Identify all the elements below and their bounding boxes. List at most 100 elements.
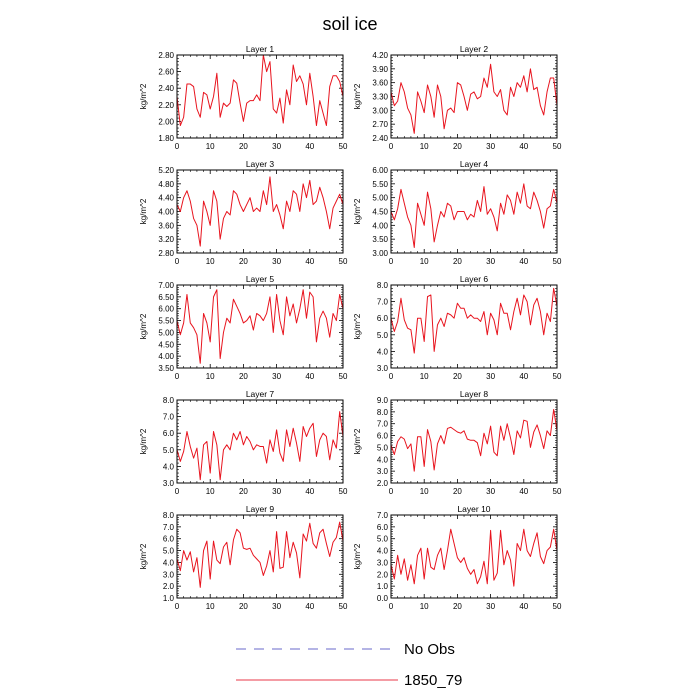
series-line-1850-79 xyxy=(390,63,558,134)
y-axis-label: kg/m^2 xyxy=(353,313,362,339)
plot-frame xyxy=(390,514,558,599)
series-line-1850-79 xyxy=(176,521,344,588)
plot-frame xyxy=(390,284,558,369)
y-tick-label: 7.0 xyxy=(377,298,389,307)
panel-layer-2: Layer 2 kg/m^2 2.40 2.70 3.00 3.30 3.60 3.90 4.2… xyxy=(353,44,562,151)
panel-title: Layer 10 xyxy=(457,504,490,514)
y-tick-label: 4.0 xyxy=(377,347,389,356)
panel-title: Layer 1 xyxy=(246,44,275,54)
x-tick-label: 40 xyxy=(519,487,528,496)
y-tick-label: 3.90 xyxy=(372,65,388,74)
y-tick-label: 7.0 xyxy=(163,413,175,422)
x-tick-label: 20 xyxy=(453,372,462,381)
x-tick-label: 0 xyxy=(175,602,180,611)
x-tick-label: 10 xyxy=(206,602,215,611)
y-tick-label: 4.0 xyxy=(377,547,389,556)
y-tick-label: 8.0 xyxy=(163,396,175,405)
y-axis-label: kg/m^2 xyxy=(139,83,148,109)
x-tick-label: 30 xyxy=(272,142,281,151)
x-tick-label: 20 xyxy=(239,487,248,496)
y-tick-label: 3.0 xyxy=(163,479,175,488)
x-tick-label: 40 xyxy=(519,372,528,381)
panel-title: Layer 5 xyxy=(246,274,275,284)
y-tick-label: 3.0 xyxy=(377,558,389,567)
x-tick-label: 30 xyxy=(486,487,495,496)
plot-frame xyxy=(176,399,344,484)
series-line-1850-79 xyxy=(390,183,558,248)
x-tick-label: 30 xyxy=(272,602,281,611)
x-tick-label: 20 xyxy=(453,257,462,266)
y-tick-label: 8.0 xyxy=(377,281,389,290)
y-axis-label: kg/m^2 xyxy=(353,543,362,569)
y-tick-label: 2.0 xyxy=(163,582,175,591)
x-tick-label: 20 xyxy=(453,602,462,611)
x-tick-label: 40 xyxy=(305,487,314,496)
y-tick-label: 2.0 xyxy=(377,570,389,579)
y-tick-label: 2.70 xyxy=(372,120,388,129)
y-tick-label: 3.0 xyxy=(377,364,389,373)
x-tick-label: 40 xyxy=(519,257,528,266)
y-tick-label: 4.0 xyxy=(377,455,389,464)
y-tick-label: 1.80 xyxy=(158,134,174,143)
legend-label-1850-79: 1850_79 xyxy=(404,672,462,689)
series-line-1850-79 xyxy=(390,528,558,587)
figure-title: soil ice xyxy=(322,14,377,34)
series-line-1850-79 xyxy=(176,176,344,247)
y-tick-label: 7.00 xyxy=(158,281,174,290)
y-tick-label: 2.80 xyxy=(158,51,174,60)
y-tick-label: 2.00 xyxy=(158,117,174,126)
x-tick-label: 0 xyxy=(175,487,180,496)
x-tick-label: 30 xyxy=(486,142,495,151)
x-tick-label: 40 xyxy=(519,142,528,151)
y-axis-label: kg/m^2 xyxy=(353,198,362,224)
y-tick-label: 3.0 xyxy=(163,570,175,579)
y-axis-label: kg/m^2 xyxy=(139,543,148,569)
y-tick-label: 3.50 xyxy=(158,364,174,373)
y-tick-label: 5.0 xyxy=(377,331,389,340)
legend: No Obs 1850_79 xyxy=(236,641,462,689)
plot-frame xyxy=(176,284,344,369)
series-line-1850-79 xyxy=(176,411,344,481)
y-tick-label: 1.0 xyxy=(377,582,389,591)
panel-title: Layer 3 xyxy=(246,159,275,169)
panel-layer-3: Layer 3 kg/m^2 2.80 3.20 3.60 4.00 4.40 4.80 5.2… xyxy=(139,159,348,266)
y-tick-label: 5.0 xyxy=(163,547,175,556)
y-axis-label: kg/m^2 xyxy=(139,313,148,339)
y-tick-label: 2.40 xyxy=(372,134,388,143)
y-tick-label: 0.0 xyxy=(377,594,389,603)
x-tick-label: 30 xyxy=(272,487,281,496)
y-tick-label: 1.0 xyxy=(163,594,175,603)
plot-frame xyxy=(390,169,558,254)
y-tick-label: 7.0 xyxy=(163,523,175,532)
y-tick-label: 8.0 xyxy=(163,511,175,520)
x-tick-label: 40 xyxy=(305,602,314,611)
x-tick-label: 50 xyxy=(339,142,348,151)
x-tick-label: 0 xyxy=(389,257,394,266)
x-tick-label: 0 xyxy=(175,257,180,266)
x-tick-label: 10 xyxy=(420,257,429,266)
y-axis-label: kg/m^2 xyxy=(353,428,362,454)
y-tick-label: 6.50 xyxy=(158,293,174,302)
panel-layer-5: Layer 5 kg/m^2 3.50 4.00 4.50 5.00 5.50 6.00 6.5… xyxy=(139,274,348,381)
y-tick-label: 6.0 xyxy=(163,535,175,544)
y-tick-label: 5.00 xyxy=(372,194,388,203)
y-tick-label: 4.00 xyxy=(158,208,174,217)
x-tick-label: 20 xyxy=(239,602,248,611)
y-tick-label: 3.60 xyxy=(158,221,174,230)
x-tick-label: 10 xyxy=(420,372,429,381)
x-tick-label: 0 xyxy=(389,372,394,381)
y-tick-label: 6.0 xyxy=(377,432,389,441)
legend-label-no-obs: No Obs xyxy=(404,641,455,658)
x-tick-label: 30 xyxy=(486,602,495,611)
y-tick-label: 4.00 xyxy=(372,221,388,230)
panel-title: Layer 7 xyxy=(246,389,275,399)
y-tick-label: 4.80 xyxy=(158,180,174,189)
y-tick-label: 9.0 xyxy=(377,396,389,405)
y-tick-label: 3.60 xyxy=(372,79,388,88)
y-tick-label: 2.40 xyxy=(158,84,174,93)
x-tick-label: 20 xyxy=(453,142,462,151)
y-tick-label: 4.40 xyxy=(158,194,174,203)
series-line-1850-79 xyxy=(176,289,344,364)
x-tick-label: 20 xyxy=(239,257,248,266)
